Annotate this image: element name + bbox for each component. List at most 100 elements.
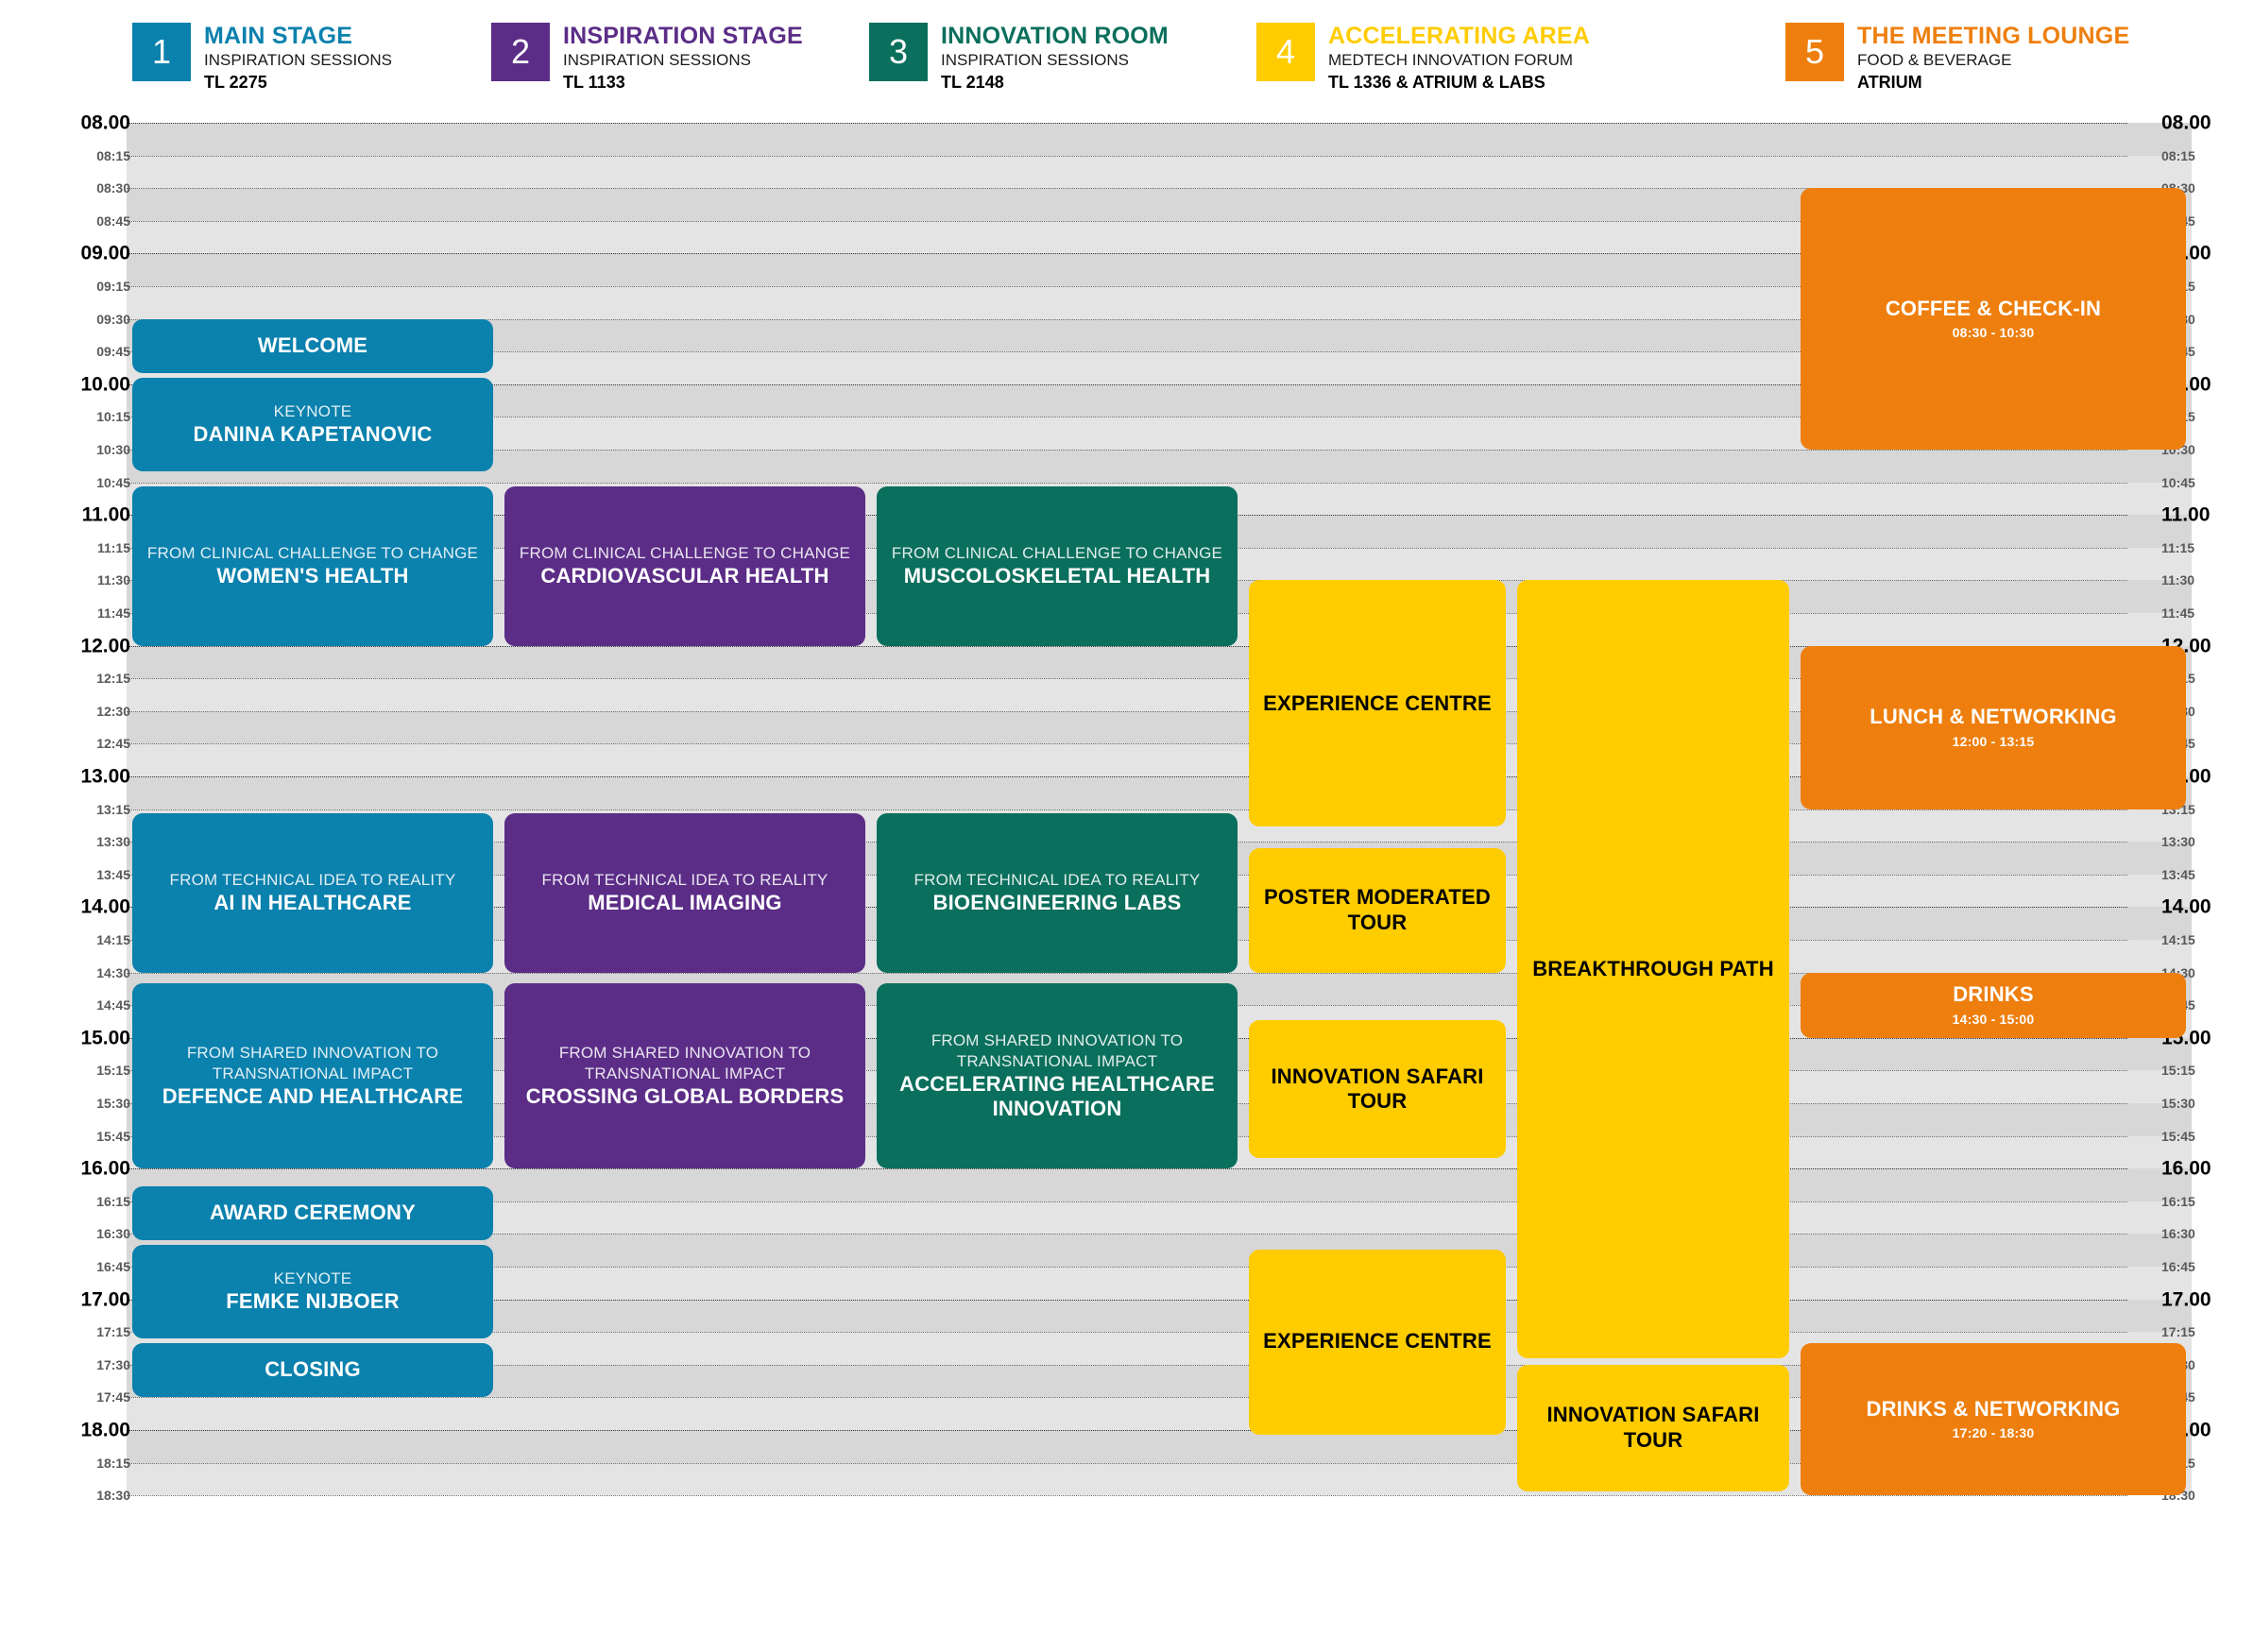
- track-stripe: [499, 1332, 871, 1365]
- venue-subtitle: INSPIRATION SESSIONS: [941, 51, 1130, 69]
- session-track-label: FROM SHARED INNOVATION TO TRANSNATIONAL …: [931, 1031, 1184, 1070]
- session-block[interactable]: FROM CLINICAL CHALLENGE TO CHANGE MUSCOLO…: [877, 486, 1238, 646]
- session-block[interactable]: POSTER MODERATED TOUR: [1249, 848, 1506, 973]
- venue-header-text: INSPIRATION STAGE INSPIRATION SESSIONS TL …: [563, 23, 803, 94]
- session-title: DRINKS & NETWORKING: [1866, 1396, 2121, 1421]
- session-track-label: FROM CLINICAL CHALLENGE TO CHANGE: [146, 544, 479, 563]
- track-stripe: [871, 286, 1243, 319]
- time-label-left: 10:15: [96, 409, 130, 425]
- session-block[interactable]: KEYNOTE DANINA KAPETANOVIC: [132, 377, 493, 472]
- session-track-label: FROM SHARED INNOVATION TO TRANSNATIONAL …: [186, 1044, 439, 1082]
- venue-room-code: TL 2275: [204, 73, 267, 93]
- session-block[interactable]: FROM TECHNICAL IDEA TO REALITY AI IN HEAL…: [132, 813, 493, 973]
- venue-room-code: TL 1133: [563, 73, 625, 93]
- session-block[interactable]: FROM TECHNICAL IDEA TO REALITY BIOENGINEE…: [877, 813, 1238, 973]
- time-label-right: 11:30: [2161, 572, 2195, 588]
- time-label-right: 15:45: [2161, 1128, 2195, 1144]
- track-stripe: [871, 1462, 1243, 1496]
- time-label-right: 16:30: [2161, 1226, 2195, 1242]
- track-stripe: [871, 351, 1243, 384]
- track-stripe: [1795, 613, 2192, 646]
- time-label-left: 08:45: [96, 213, 130, 229]
- session-title: POSTER MODERATED TOUR: [1264, 885, 1491, 934]
- time-label-left: 12:45: [96, 736, 130, 752]
- track-stripe: [1795, 482, 2192, 516]
- time-label-left: 13:45: [96, 866, 130, 882]
- session-block[interactable]: FROM SHARED INNOVATION TO TRANSNATIONAL …: [504, 983, 865, 1169]
- session-track-label: KEYNOTE: [273, 402, 352, 421]
- time-label-left: 15:30: [96, 1096, 130, 1111]
- time-label-left: 16:30: [96, 1226, 130, 1242]
- session-block[interactable]: EXPERIENCE CENTRE: [1249, 1249, 1506, 1435]
- session-block[interactable]: KEYNOTE FEMKE NIJBOER: [132, 1244, 493, 1339]
- session-block[interactable]: EXPERIENCE CENTRE: [1249, 580, 1506, 827]
- session-time: 08:30 - 10:30: [1952, 325, 2035, 341]
- session-time: 14:30 - 15:00: [1952, 1011, 2035, 1027]
- session-block[interactable]: FROM SHARED INNOVATION TO TRANSNATIONAL …: [877, 983, 1238, 1169]
- track-stripe: [127, 1462, 499, 1496]
- track-stripe: [1243, 417, 1795, 450]
- session-block[interactable]: INNOVATION SAFARI TOUR: [1249, 1020, 1506, 1158]
- time-label-left: 16:45: [96, 1259, 130, 1274]
- gridline: [127, 1397, 2127, 1399]
- time-label-left: 13:15: [96, 801, 130, 817]
- gridline: [127, 123, 2127, 124]
- session-block[interactable]: FROM CLINICAL CHALLENGE TO CHANGE WOMEN'S…: [132, 486, 493, 646]
- session-title: DEFENCE AND HEALTHCARE: [162, 1083, 464, 1108]
- time-label-right: 15:30: [2161, 1096, 2195, 1111]
- session-block[interactable]: FROM CLINICAL CHALLENGE TO CHANGE CARDIOV…: [504, 486, 865, 646]
- track-stripe: [499, 743, 871, 776]
- time-label-left: 11:45: [96, 605, 130, 621]
- time-label-left: 08:30: [96, 180, 130, 196]
- venue-header: 1 MAIN STAGE INSPIRATION SESSIONS TL 2275 2 I…: [0, 0, 2254, 123]
- time-label-left: 09.00: [80, 242, 130, 264]
- venue-number-badge: 3: [869, 23, 928, 81]
- venue-title: ACCELERATING AREA: [1328, 23, 1591, 49]
- track-stripe: [127, 678, 499, 711]
- session-track-label: FROM SHARED INNOVATION TO TRANSNATIONAL …: [558, 1044, 811, 1082]
- time-label-right: 16:45: [2161, 1259, 2195, 1274]
- venue-header-text: MAIN STAGE INSPIRATION SESSIONS TL 2275: [204, 23, 392, 94]
- session-track-label: KEYNOTE: [273, 1269, 352, 1288]
- session-title: WELCOME: [257, 333, 368, 358]
- session-track-label: FROM TECHNICAL IDEA TO REALITY: [169, 871, 456, 890]
- track-stripe: [871, 1267, 1243, 1300]
- gridline: [127, 188, 2127, 190]
- time-label-left: 16:15: [96, 1193, 130, 1209]
- gridline: [127, 1332, 2127, 1334]
- venue-subtitle: INSPIRATION SESSIONS: [204, 51, 393, 69]
- session-title: COFFEE & CHECK-IN: [1885, 296, 2102, 320]
- session-block[interactable]: DRINKS 14:30 - 15:00: [1801, 972, 2186, 1038]
- session-block[interactable]: INNOVATION SAFARI TOUR: [1517, 1364, 1789, 1491]
- time-label-right: 08.00: [2161, 111, 2211, 134]
- session-block[interactable]: FROM TECHNICAL IDEA TO REALITY MEDICAL IM…: [504, 813, 865, 973]
- session-block[interactable]: BREAKTHROUGH PATH: [1517, 580, 1789, 1358]
- session-block[interactable]: CLOSING: [132, 1342, 493, 1398]
- session-block[interactable]: AWARD CEREMONY: [132, 1185, 493, 1241]
- track-stripe: [1795, 547, 2192, 581]
- session-block[interactable]: LUNCH & NETWORKING 12:00 - 13:15: [1801, 645, 2186, 809]
- schedule-grid: 08.0008.0008:1508:1508:3008:3008:4508:45…: [0, 113, 2254, 1652]
- track-stripe: [871, 1397, 1243, 1430]
- track-stripe: [871, 743, 1243, 776]
- gridline: [127, 1168, 2127, 1170]
- gridline: [127, 1495, 2127, 1497]
- session-block[interactable]: DRINKS & NETWORKING 17:20 - 18:30: [1801, 1342, 2186, 1496]
- time-label-left: 18:30: [96, 1488, 130, 1504]
- session-block[interactable]: COFFEE & CHECK-IN 08:30 - 10:30: [1801, 188, 2186, 450]
- time-label-right: 16.00: [2161, 1157, 2211, 1180]
- time-label-left: 17:15: [96, 1324, 130, 1340]
- session-block[interactable]: WELCOME: [132, 318, 493, 374]
- venue-title: INSPIRATION STAGE: [563, 23, 803, 49]
- session-block[interactable]: FROM SHARED INNOVATION TO TRANSNATIONAL …: [132, 983, 493, 1169]
- time-label-left: 10.00: [80, 373, 130, 396]
- gridline: [127, 645, 2127, 647]
- session-track-label: FROM CLINICAL CHALLENGE TO CHANGE: [519, 544, 851, 563]
- gridline: [127, 1364, 2127, 1366]
- track-stripe: [871, 678, 1243, 711]
- venue-header-text: ACCELERATING AREA MEDTECH INNOVATION FORU…: [1328, 23, 1590, 94]
- time-label-left: 08:15: [96, 147, 130, 163]
- track-stripe: [1795, 809, 2192, 843]
- time-label-right: 13:30: [2161, 834, 2195, 850]
- venue-header-text: INNOVATION ROOM INSPIRATION SESSIONS TL 21…: [941, 23, 1169, 94]
